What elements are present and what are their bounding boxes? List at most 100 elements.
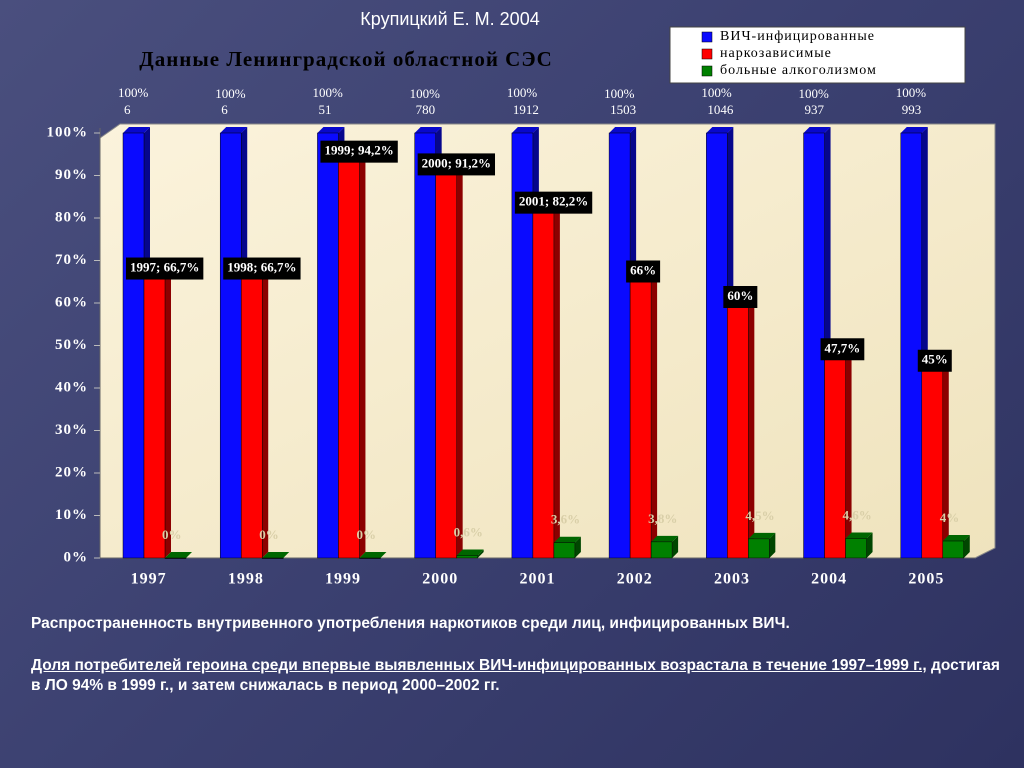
- bar-top: [651, 535, 679, 542]
- bar-face: [359, 557, 381, 559]
- value-label: 2000; 91,2%: [422, 155, 491, 170]
- bar-top: [359, 552, 387, 558]
- count-label: 6: [124, 102, 131, 117]
- y-tick-label: 20%: [55, 464, 88, 480]
- bar: [359, 552, 387, 559]
- x-tick-label: 2001: [520, 571, 556, 588]
- value-label: 47,7%: [825, 340, 861, 355]
- x-tick-label: 2003: [714, 571, 750, 588]
- y-tick-label: 70%: [55, 252, 88, 268]
- value-label: 60%: [727, 288, 753, 303]
- legend-label: ВИЧ-инфицированные: [720, 29, 875, 44]
- count-label: 1503: [610, 102, 636, 117]
- bar-face: [164, 557, 187, 559]
- value-label: 0%: [356, 527, 376, 542]
- bar-top: [165, 552, 192, 558]
- value-label: 2001; 82,2%: [519, 194, 588, 209]
- bar: [532, 202, 560, 559]
- bar-face: [824, 355, 846, 559]
- value-label: 4,5%: [745, 508, 774, 523]
- legend-label: больные алкоголизмом: [720, 63, 877, 78]
- bar-top: [317, 127, 345, 133]
- value-label: 100%: [312, 85, 343, 100]
- x-tick-label: 2000: [422, 571, 458, 588]
- bar-face: [122, 132, 145, 559]
- bar-face: [317, 132, 339, 559]
- count-label: 51: [318, 102, 331, 117]
- bar-side: [553, 202, 560, 558]
- value-label-box: [223, 257, 301, 280]
- value-label: 100%: [507, 85, 538, 100]
- chart-title: Данные Ленинградской областной СЭС: [139, 47, 553, 71]
- bar-side: [477, 549, 484, 558]
- y-tick-label: 90%: [55, 167, 88, 183]
- bar-side: [165, 268, 171, 558]
- author: Крупицкий Е. М. 2004: [360, 9, 539, 29]
- bar-top: [262, 552, 290, 558]
- count-label: 937: [805, 102, 825, 117]
- bar-face: [942, 540, 965, 559]
- bar-side: [456, 164, 463, 558]
- value-label: 100%: [118, 85, 149, 100]
- bar-top: [414, 127, 442, 133]
- bar-top: [706, 127, 734, 133]
- bar-face: [338, 157, 360, 559]
- y-tick-label: 60%: [55, 294, 88, 310]
- bar-top: [456, 549, 484, 556]
- y-tick-label: 50%: [55, 337, 88, 353]
- caption-underlined: Доля потребителей героина среди впервые …: [31, 657, 927, 674]
- legend-swatch: [701, 31, 713, 43]
- x-tick-label: 2004: [811, 571, 847, 588]
- bar-side: [672, 535, 679, 558]
- value-label: 4,6%: [843, 507, 872, 522]
- y-tick-label: 10%: [55, 507, 88, 523]
- value-label: 100%: [604, 86, 635, 101]
- bar-face: [435, 170, 457, 559]
- bar-top: [220, 127, 248, 133]
- value-label: 100%: [896, 85, 927, 100]
- x-tick-label: 1998: [228, 571, 264, 588]
- caption-line: Распространенность внутривенного употреб…: [31, 615, 790, 632]
- count-label: 780: [416, 102, 436, 117]
- caption: Распространенность внутривенного употреб…: [31, 614, 1011, 718]
- value-label: 0,6%: [454, 524, 483, 539]
- value-label-box: [626, 260, 661, 283]
- bar: [164, 552, 192, 559]
- x-tick-label: 2002: [617, 571, 653, 588]
- value-label: 1997; 66,7%: [130, 260, 199, 275]
- value-label: 4%: [940, 510, 960, 525]
- bar-top: [803, 127, 831, 133]
- value-label: 3,8%: [648, 511, 677, 526]
- value-label-box: [723, 286, 758, 308]
- bar-face: [650, 541, 673, 559]
- value-label-box: [320, 140, 398, 163]
- bar-face: [608, 132, 631, 559]
- bar-face: [553, 542, 576, 559]
- y-tick-label: 40%: [55, 379, 88, 395]
- bar-face: [900, 132, 923, 559]
- value-label-box: [514, 191, 593, 214]
- caption-text: достигая в ЛО 94% в 1999 г., и затем сни…: [31, 657, 1000, 694]
- y-tick-label: 80%: [55, 209, 88, 225]
- bar: [748, 532, 776, 559]
- bar: [143, 268, 171, 559]
- y-tick-label: 100%: [47, 124, 89, 140]
- value-label: 100%: [701, 85, 732, 100]
- x-tick-label: 2005: [908, 571, 944, 588]
- bar: [456, 549, 484, 559]
- value-label: 100%: [410, 86, 441, 101]
- bar: [942, 535, 970, 559]
- x-tick-label: 1997: [131, 571, 167, 588]
- bar-side: [359, 151, 366, 558]
- bar-top: [900, 127, 928, 133]
- legend-swatch: [701, 48, 713, 60]
- bar: [727, 297, 755, 559]
- bar-top: [123, 127, 150, 133]
- value-label-box: [917, 349, 952, 372]
- bar-top: [511, 127, 539, 133]
- count-label: 6: [221, 102, 228, 117]
- count-label: 1046: [707, 102, 734, 117]
- bar-face: [532, 208, 555, 559]
- bar-top: [942, 535, 970, 541]
- value-label-box: [820, 338, 865, 361]
